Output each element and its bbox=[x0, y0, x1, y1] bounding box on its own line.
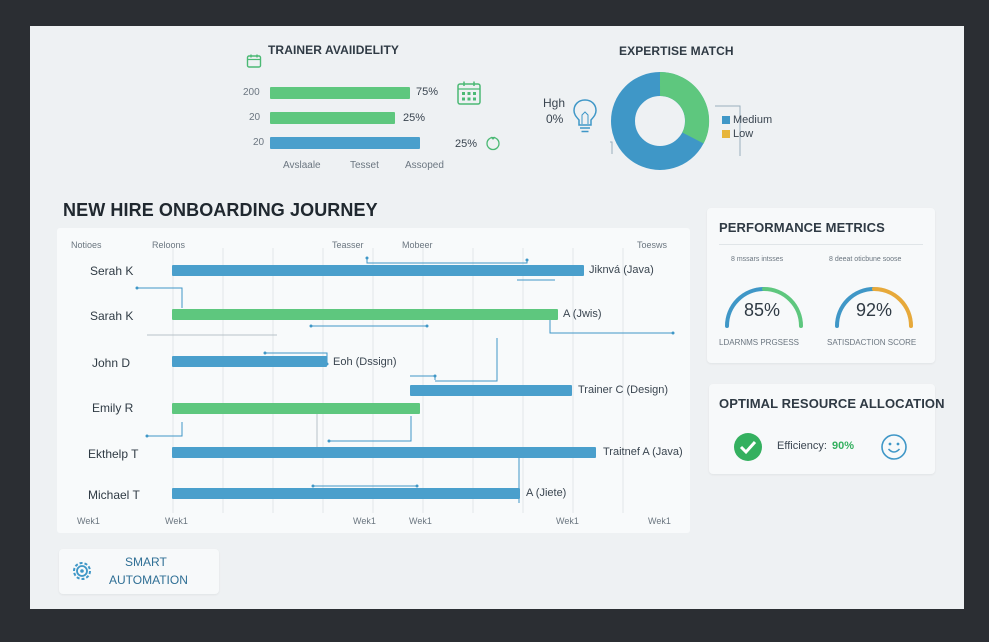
gantt-row-name: John D bbox=[92, 356, 131, 370]
gantt-header: Teasser bbox=[332, 240, 364, 250]
gantt-task-label: Traitnef A (Java) bbox=[603, 446, 683, 458]
satisfaction-score-gauge bbox=[835, 287, 913, 328]
legend-low-label: Low bbox=[733, 128, 754, 140]
learning-progress-value: 85% bbox=[744, 300, 781, 320]
trainer-pct: 25% bbox=[455, 138, 478, 150]
performance-metrics-title: PERFORMANCE METRICS bbox=[719, 220, 885, 235]
smart-automation-card[interactable]: SMART AUTOMATION bbox=[59, 549, 219, 594]
trainer-row-label: 20 bbox=[249, 112, 261, 123]
gauge-label: LDARNMS PRGSESS bbox=[719, 338, 800, 347]
gantt-row-name: Emily R bbox=[92, 401, 134, 415]
satisfaction-score-value: 92% bbox=[856, 300, 893, 320]
gauge-label: SATISDACTION SCORE bbox=[827, 338, 917, 347]
onboarding-gantt-panel: Notioes Reloons Teasser Mobeer Toesws Se… bbox=[57, 228, 690, 533]
legend-medium-swatch bbox=[722, 116, 730, 124]
legend-low-swatch bbox=[722, 130, 730, 138]
gantt-task-bar[interactable] bbox=[172, 356, 327, 367]
legend-medium-label: Medium bbox=[733, 114, 773, 126]
gantt-footer-week: Wek1 bbox=[409, 516, 432, 526]
gantt-task-label: Jiknvá (Java) bbox=[589, 264, 654, 276]
gantt-task-bar[interactable] bbox=[172, 265, 584, 276]
expertise-match-title: EXPERTISE MATCH bbox=[619, 44, 734, 58]
gantt-task-label: A (Jwis) bbox=[563, 308, 602, 320]
efficiency-label: Efficiency: bbox=[777, 440, 827, 452]
trainer-availability-title: TRAINER AVAIIDELITY bbox=[268, 43, 400, 57]
expertise-left-label: Hgh bbox=[543, 96, 566, 110]
gantt-task-bar[interactable] bbox=[172, 403, 420, 414]
calendar-grid-icon bbox=[456, 80, 482, 111]
expertise-donut-chart bbox=[611, 71, 710, 170]
trainer-bar-assigned bbox=[270, 137, 420, 149]
gantt-footer-week: Wek1 bbox=[77, 516, 100, 526]
resource-allocation-card: OPTIMAL RESOURCE ALLOCATION Efficiency: … bbox=[709, 384, 945, 474]
gantt-header: Notioes bbox=[71, 240, 102, 250]
gantt-gridlines bbox=[135, 248, 675, 513]
gantt-footer-week: Wek1 bbox=[165, 516, 188, 526]
performance-metrics-card: PERFORMANCE METRICS 8 mssars intsses 8 d… bbox=[707, 208, 935, 363]
gantt-footer-week: Wek1 bbox=[556, 516, 579, 526]
gantt-header: Mobeer bbox=[402, 240, 433, 250]
gantt-row-name: Sarah K bbox=[90, 309, 134, 323]
gantt-row-name: Serah K bbox=[90, 264, 134, 278]
calendar-icon bbox=[246, 53, 262, 74]
trainer-row-label: 200 bbox=[243, 87, 260, 98]
smiley-icon bbox=[880, 433, 908, 466]
smart-automation-line2: AUTOMATION bbox=[109, 573, 188, 587]
gantt-footer-week: Wek1 bbox=[648, 516, 671, 526]
checkmark-icon bbox=[733, 432, 763, 467]
gear-icon bbox=[69, 558, 95, 589]
smart-automation-line1: SMART bbox=[125, 555, 167, 569]
trainer-axis-label: Tesset bbox=[350, 160, 379, 171]
gantt-row-name: Ekthelp T bbox=[88, 447, 139, 461]
gantt-footer-week: Wek1 bbox=[353, 516, 376, 526]
gauge-caption: 8 deeat oticbune soose bbox=[829, 256, 902, 263]
gantt-task-bar[interactable] bbox=[172, 309, 558, 320]
trainer-pct: 75% bbox=[416, 86, 439, 98]
resource-allocation-title: OPTIMAL RESOURCE ALLOCATION bbox=[719, 396, 945, 411]
efficiency-value: 90% bbox=[832, 440, 855, 452]
lightbulb-icon bbox=[571, 98, 599, 141]
onboarding-journey-title: NEW HIRE ONBOARDING JOURNEY bbox=[63, 200, 378, 220]
trainer-pct: 25% bbox=[403, 112, 426, 124]
expertise-left-value: 0% bbox=[546, 112, 564, 126]
trainer-axis-label: Assoped bbox=[405, 160, 444, 171]
learning-progress-gauge bbox=[725, 287, 803, 328]
gauge-caption: 8 mssars intsses bbox=[731, 256, 784, 263]
gantt-task-label: Eoh (Dssign) bbox=[333, 356, 397, 368]
gantt-task-bar[interactable] bbox=[410, 385, 572, 396]
gantt-row-name: Michael T bbox=[88, 488, 140, 502]
trainer-bar-available bbox=[270, 87, 410, 99]
expertise-slice-green bbox=[659, 71, 710, 144]
trainer-axis-label: Avslaale bbox=[283, 160, 321, 171]
gantt-task-label: A (Jiete) bbox=[526, 487, 567, 499]
gantt-task-bar[interactable] bbox=[172, 447, 596, 458]
trainer-row-label: 20 bbox=[253, 137, 265, 148]
gantt-task-label: Trainer C (Design) bbox=[578, 384, 669, 396]
divider bbox=[719, 244, 923, 245]
gantt-task-bar[interactable] bbox=[172, 488, 520, 499]
clock-icon bbox=[485, 135, 501, 156]
trainer-bar-tested bbox=[270, 112, 395, 124]
gantt-header: Toesws bbox=[637, 240, 668, 250]
gantt-header: Reloons bbox=[152, 240, 186, 250]
